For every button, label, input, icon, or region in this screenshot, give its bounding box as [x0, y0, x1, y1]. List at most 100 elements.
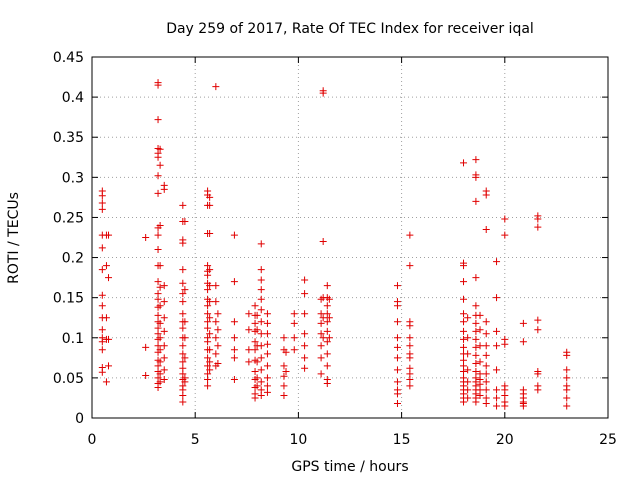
data-point — [156, 346, 164, 354]
data-point — [482, 318, 490, 326]
data-point — [204, 324, 212, 332]
data-point — [290, 319, 298, 327]
data-point — [160, 282, 168, 290]
data-point — [476, 326, 484, 334]
y-tick-label: 0.2 — [62, 251, 84, 267]
data-point — [156, 378, 164, 386]
data-point — [393, 282, 401, 290]
x-tick-label: 5 — [191, 432, 200, 448]
data-point — [257, 318, 265, 326]
data-point — [472, 327, 480, 335]
data-point — [179, 239, 187, 247]
data-point — [393, 366, 401, 374]
data-point — [464, 394, 472, 402]
chart-title: Day 259 of 2017, Rate Of TEC Index for r… — [166, 21, 534, 37]
data-point — [464, 350, 472, 358]
data-point — [204, 338, 212, 346]
data-point — [230, 334, 238, 342]
data-point — [534, 386, 542, 394]
x-axis-title: GPS time / hours — [291, 459, 408, 475]
data-point — [154, 172, 162, 180]
data-point — [179, 290, 187, 298]
data-point — [534, 316, 542, 324]
data-point — [154, 189, 162, 197]
data-point — [317, 310, 325, 318]
data-point — [206, 314, 214, 322]
data-point — [179, 310, 187, 318]
data-point — [290, 346, 298, 354]
data-point — [204, 382, 212, 390]
data-point — [393, 400, 401, 408]
data-point — [160, 314, 168, 322]
data-point — [160, 298, 168, 306]
data-point — [181, 354, 189, 362]
data-point — [154, 278, 162, 286]
data-point — [257, 306, 265, 314]
data-point — [263, 319, 271, 327]
data-point — [179, 324, 187, 332]
data-point — [464, 334, 472, 342]
data-point — [230, 278, 238, 286]
data-point — [251, 367, 259, 375]
data-point — [472, 156, 480, 164]
data-point — [257, 354, 265, 362]
data-point — [301, 276, 309, 284]
data-point — [105, 335, 113, 343]
data-point — [179, 398, 187, 406]
data-point — [160, 375, 168, 383]
data-point — [317, 330, 325, 338]
data-point — [257, 266, 265, 274]
data-point — [325, 334, 333, 342]
data-point — [501, 215, 509, 223]
data-point — [393, 354, 401, 362]
data-point — [280, 372, 288, 380]
data-point — [317, 319, 325, 327]
data-point — [493, 402, 501, 410]
data-point — [534, 326, 542, 334]
data-point — [98, 192, 106, 200]
data-point — [206, 330, 214, 338]
y-tick-label: 0.15 — [53, 291, 84, 307]
data-point — [263, 310, 271, 318]
data-point — [214, 359, 222, 367]
data-point — [323, 302, 331, 310]
data-point — [179, 392, 187, 400]
data-point — [230, 354, 238, 362]
data-point — [98, 199, 106, 207]
data-point — [323, 310, 331, 318]
data-point — [206, 229, 214, 237]
data-point — [563, 351, 571, 359]
data-point — [102, 262, 110, 270]
data-point — [179, 201, 187, 209]
data-point — [501, 392, 509, 400]
x-tick-label: 25 — [599, 432, 617, 448]
data-point — [501, 231, 509, 239]
data-point — [251, 394, 259, 402]
y-tick-label: 0.25 — [53, 210, 84, 226]
y-tick-label: 0.1 — [62, 331, 84, 347]
data-point — [105, 231, 113, 239]
data-point — [460, 310, 468, 318]
data-point — [519, 402, 527, 410]
grid-lines — [92, 57, 608, 418]
data-point — [482, 370, 490, 378]
data-point — [160, 185, 168, 193]
data-point — [460, 278, 468, 286]
data-point — [181, 318, 189, 326]
data-point — [154, 231, 162, 239]
data-point — [251, 338, 259, 346]
data-point — [263, 388, 271, 396]
data-point — [482, 378, 490, 386]
data-point — [319, 238, 327, 246]
data-point — [472, 367, 480, 375]
data-point — [563, 386, 571, 394]
data-point — [156, 283, 164, 291]
data-point — [156, 262, 164, 270]
data-point — [257, 378, 265, 386]
y-tick-labels: 0 0.05 0.1 0.15 0.2 0.25 0.3 0.35 0.4 0.45 — [53, 50, 84, 427]
data-point — [282, 348, 290, 356]
data-point — [245, 358, 253, 366]
data-point — [393, 302, 401, 310]
data-point — [534, 370, 542, 378]
